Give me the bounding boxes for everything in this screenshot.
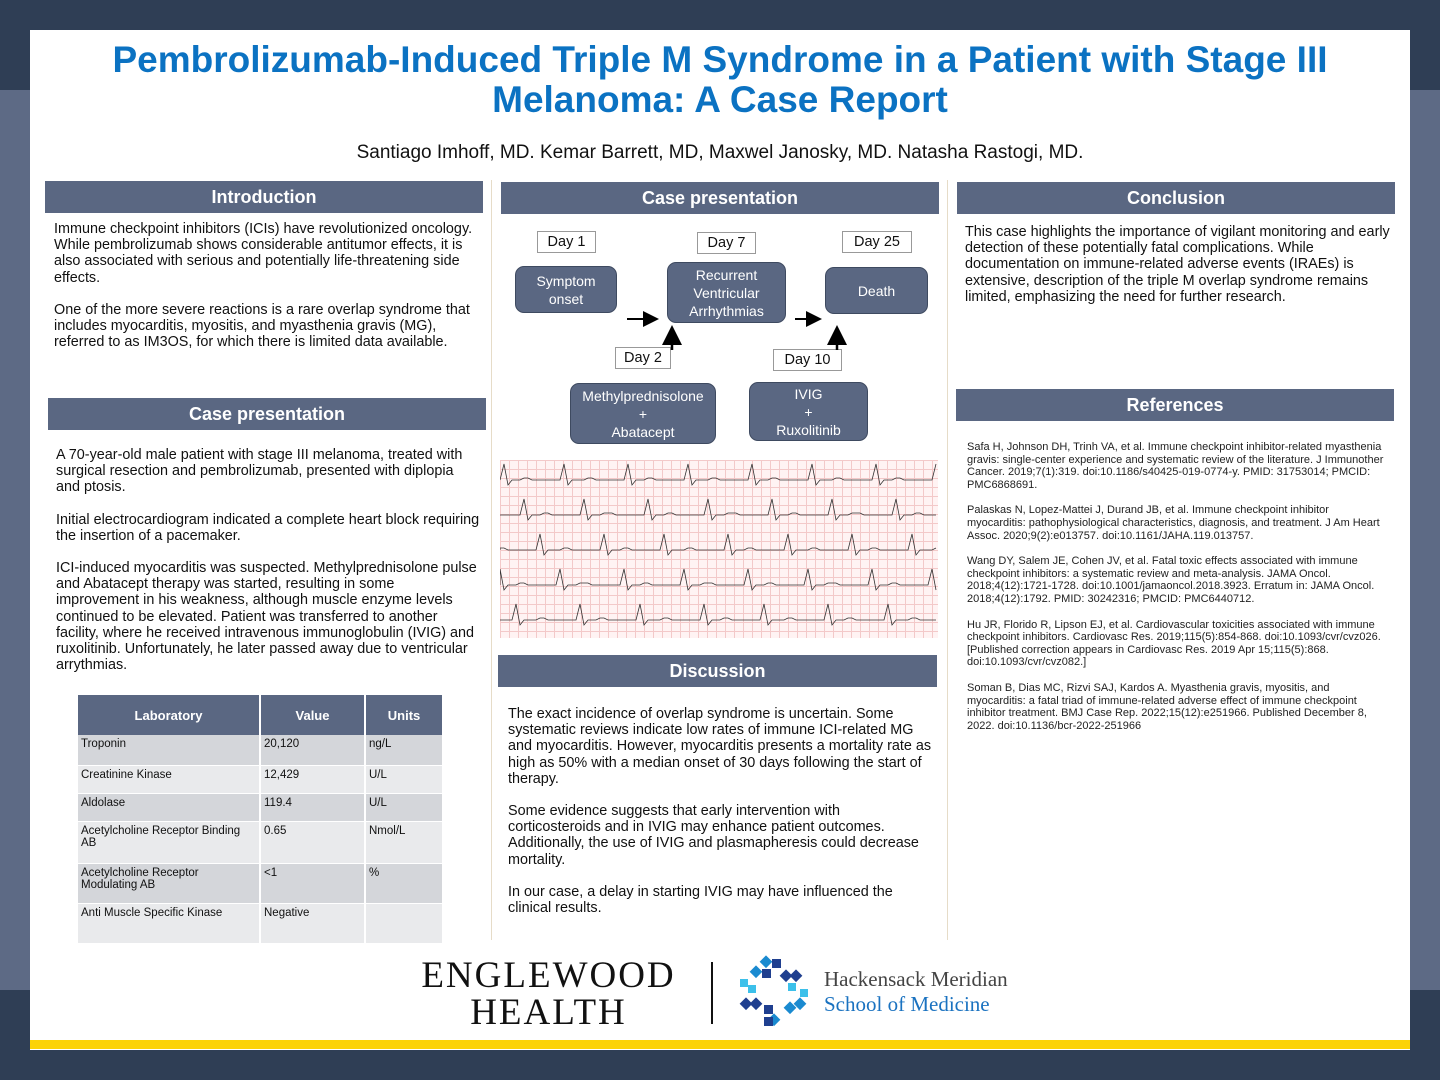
table-cell: ng/L bbox=[365, 735, 444, 766]
logo-divider bbox=[711, 962, 713, 1024]
reference-item: Soman B, Dias MC, Rizvi SAJ, Kardos A. M… bbox=[967, 681, 1367, 732]
ecg-trace bbox=[499, 533, 937, 556]
logo-text: HEALTH bbox=[470, 992, 627, 1033]
timeline-arrows bbox=[627, 311, 847, 350]
treatment-line: + bbox=[804, 403, 813, 420]
table-row: Aldolase 119.4 U/L bbox=[78, 793, 444, 822]
hackensack-meridian-logo-mark bbox=[739, 955, 808, 1027]
table-row: Acetylcholine Receptor Modulating AB <1% bbox=[78, 863, 444, 904]
logo-text: ENGLEWOOD bbox=[421, 955, 676, 996]
reference-item: Hu JR, Florido R, Lipson EJ, et al. Card… bbox=[967, 618, 1381, 669]
case-presentation-text: A 70-year-old male patient with stage II… bbox=[56, 447, 481, 689]
table-cell: Troponin bbox=[78, 735, 261, 766]
ecg-trace bbox=[500, 603, 936, 626]
reference-item: Wang DY, Salem JE, Cohen JV, et al. Fata… bbox=[967, 555, 1375, 605]
paragraph: A 70-year-old male patient with stage II… bbox=[56, 447, 463, 496]
treatment-line: + bbox=[638, 405, 648, 422]
reference-item: Palaskas N, Lopez-Mattei J, Durand JB, e… bbox=[967, 504, 1380, 542]
introduction-heading: Introduction bbox=[45, 181, 483, 213]
logo-text: Hackensack Meridian bbox=[824, 967, 1008, 991]
references-list: Safa H, Johnson DH, Trinh VA, et al. Imm… bbox=[967, 441, 1389, 745]
table-row: Troponin 20,120 ng/L bbox=[78, 735, 444, 766]
paragraph: One of the more severe reactions is a ra… bbox=[54, 301, 470, 351]
table-row: Acetylcholine Receptor Binding AB 0.65 Nmo… bbox=[78, 821, 444, 864]
table-cell: U/L bbox=[365, 765, 444, 794]
column-header: Laboratory bbox=[78, 695, 261, 735]
column-header: Value bbox=[260, 695, 366, 735]
ecg-trace bbox=[499, 463, 937, 486]
ecg-traces bbox=[499, 463, 937, 626]
table-cell: 0.65 bbox=[260, 821, 366, 864]
table-cell: % bbox=[365, 863, 444, 904]
table-cell: Anti Muscle Specific Kinase bbox=[78, 903, 261, 944]
table-cell bbox=[365, 903, 444, 944]
poster-title: Pembrolizumab-Induced Triple M Syndrome … bbox=[112, 39, 1328, 120]
paragraph: In our case, a delay in starting IVIG ma… bbox=[508, 883, 893, 917]
paragraph: Some evidence suggests that early interv… bbox=[508, 803, 919, 868]
day-label: Day 10 bbox=[773, 349, 842, 371]
discussion-text: The exact incidence of overlap syndrome … bbox=[508, 706, 933, 932]
table-cell: Creatinine Kinase bbox=[78, 765, 261, 794]
paragraph: Immune checkpoint inhibitors (ICIs) have… bbox=[54, 221, 473, 286]
table-cell: Acetylcholine Receptor Binding AB bbox=[78, 821, 261, 864]
lab-table: Laboratory Value Units Troponin 20,120 ng… bbox=[78, 695, 444, 944]
event-death: Death bbox=[825, 267, 928, 314]
treatment-line: Ruxolitinib bbox=[776, 421, 841, 438]
paragraph: ICI-induced myocarditis was suspected. M… bbox=[56, 560, 477, 674]
table-cell: U/L bbox=[365, 793, 444, 822]
column-divider bbox=[491, 180, 492, 940]
introduction-text: Immune checkpoint inhibitors (ICIs) have… bbox=[54, 221, 479, 366]
day-label: Day 7 bbox=[697, 232, 756, 254]
event-symptom-onset: Symptom onset bbox=[515, 266, 617, 313]
table-cell: 20,120 bbox=[260, 735, 366, 766]
hackensack-meridian-logo-text: Hackensack Meridian School of Medicine bbox=[824, 967, 1008, 1017]
table-cell: 119.4 bbox=[260, 793, 366, 822]
logo-text: School of Medicine bbox=[824, 992, 990, 1016]
table-row: Anti Muscle Specific Kinase Negative bbox=[78, 903, 444, 944]
event-recurrent-arrhythmias: Recurrent Ventricular Arrhythmias bbox=[667, 262, 786, 323]
day-label: Day 25 bbox=[842, 231, 912, 253]
treatment-methylprednisolone-abatacept: Methylprednisolone + Abatacept bbox=[570, 383, 716, 444]
column-divider bbox=[947, 180, 948, 940]
authors: Santiago Imhoff, MD. Kemar Barrett, MD, … bbox=[356, 142, 1084, 163]
treatment-line: Abatacept bbox=[611, 423, 675, 440]
table-cell: Negative bbox=[260, 903, 366, 944]
treatment-line: IVIG bbox=[794, 385, 823, 402]
paragraph: The exact incidence of overlap syndrome … bbox=[508, 706, 932, 787]
treatment-line: Methylprednisolone bbox=[582, 387, 704, 404]
case-presentation-timeline-heading: Case presentation bbox=[501, 182, 939, 214]
case-presentation-heading: Case presentation bbox=[48, 398, 486, 430]
discussion-heading: Discussion bbox=[498, 655, 937, 687]
paragraph: Initial electrocardiogram indicated a co… bbox=[56, 511, 480, 544]
englewood-health-logo: ENGLEWOOD HEALTH bbox=[416, 957, 681, 1031]
day-label: Day 1 bbox=[537, 231, 596, 253]
ecg-trace bbox=[499, 568, 937, 591]
column-header: Units bbox=[365, 695, 444, 735]
day-label: Day 2 bbox=[615, 347, 671, 369]
table-cell: <1 bbox=[260, 863, 366, 904]
ecg-trace bbox=[500, 498, 936, 521]
treatment-ivig-ruxolitinib: IVIG + Ruxolitinib bbox=[749, 382, 868, 441]
table-cell: 12,429 bbox=[260, 765, 366, 794]
references-heading: References bbox=[956, 389, 1394, 421]
conclusion-text: This case highlights the importance of v… bbox=[965, 224, 1390, 305]
accent-bar bbox=[30, 1040, 1410, 1049]
ecg-strip-image bbox=[499, 460, 938, 638]
table-cell: Acetylcholine Receptor Modulating AB bbox=[78, 863, 261, 904]
table-row: Creatinine Kinase 12,429 U/L bbox=[78, 765, 444, 794]
conclusion-heading: Conclusion bbox=[957, 182, 1395, 214]
table-cell: Nmol/L bbox=[365, 821, 444, 864]
reference-item: Safa H, Johnson DH, Trinh VA, et al. Imm… bbox=[967, 441, 1384, 491]
poster: Pembrolizumab-Induced Triple M Syndrome … bbox=[30, 30, 1410, 1050]
table-cell: Aldolase bbox=[78, 793, 261, 822]
